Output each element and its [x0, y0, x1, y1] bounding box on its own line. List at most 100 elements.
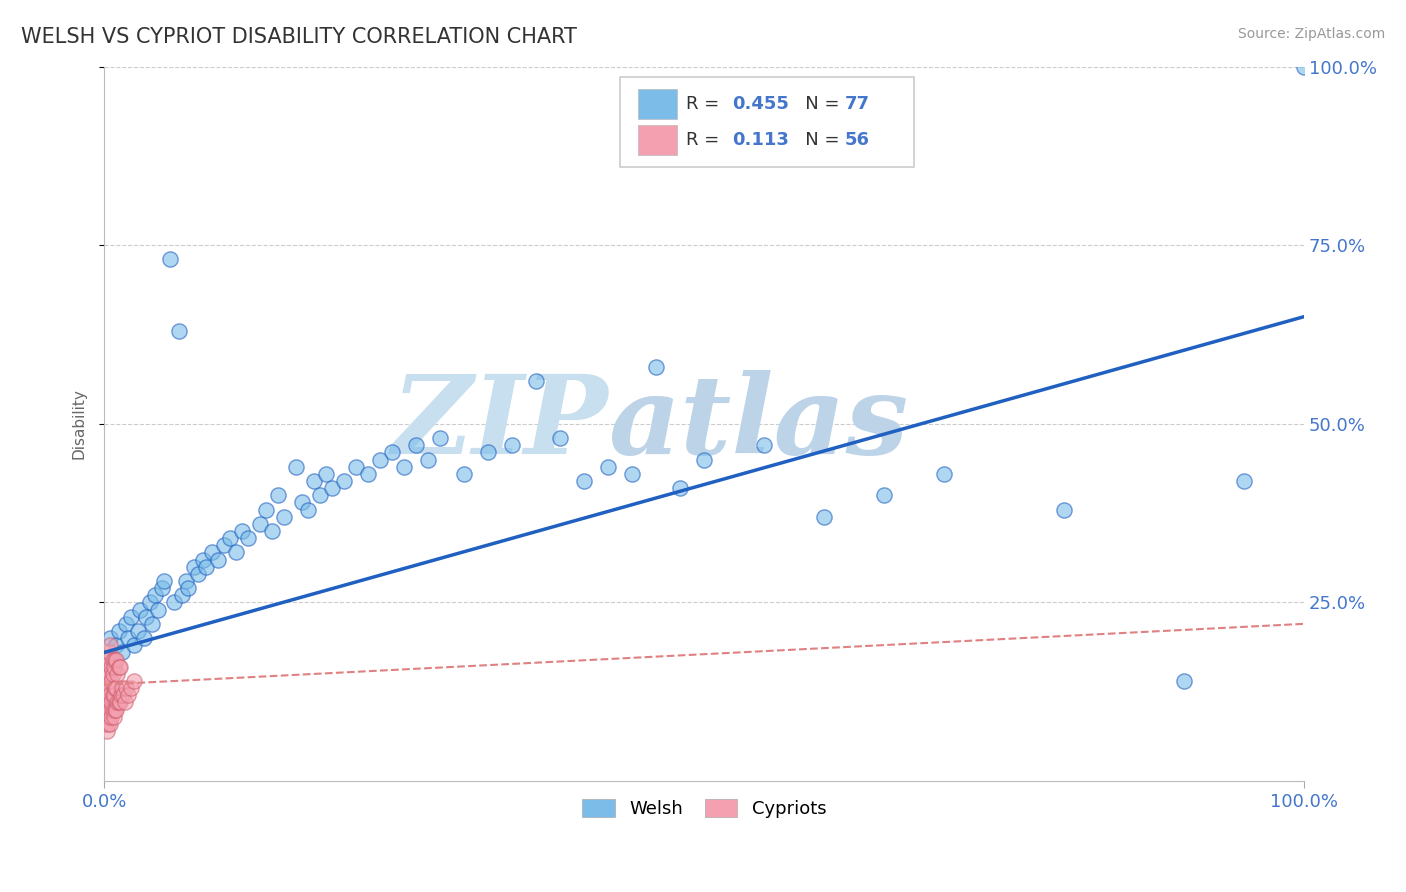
Text: ZIP: ZIP: [392, 370, 609, 477]
Point: [94, 702, 117, 716]
Point: [98, 702, 121, 716]
Point: [873, 488, 896, 502]
Point: [112, 688, 135, 702]
Point: [97, 716, 120, 731]
Point: [191, 552, 214, 566]
Point: [107, 666, 129, 681]
Point: [174, 574, 197, 588]
Point: [231, 524, 253, 538]
Point: [96, 681, 118, 695]
Point: [143, 588, 166, 602]
Point: [98, 688, 121, 702]
Point: [238, 531, 260, 545]
Point: [357, 467, 380, 481]
Point: [97, 702, 120, 716]
Point: [120, 681, 142, 695]
Point: [574, 474, 596, 488]
Point: [267, 488, 290, 502]
Point: [107, 695, 129, 709]
Point: [249, 516, 271, 531]
Point: [381, 445, 404, 459]
Point: [172, 588, 194, 602]
Point: [813, 509, 835, 524]
Text: atlas: atlas: [609, 370, 908, 477]
Point: [598, 459, 620, 474]
Point: [693, 452, 716, 467]
Point: [97, 652, 120, 666]
Point: [105, 652, 128, 666]
Point: [127, 624, 149, 638]
Point: [225, 545, 247, 559]
Point: [98, 709, 121, 723]
Point: [150, 581, 173, 595]
Point: [111, 645, 134, 659]
Point: [418, 452, 440, 467]
Point: [207, 552, 229, 566]
Point: [148, 602, 170, 616]
Point: [153, 574, 176, 588]
Point: [117, 631, 139, 645]
Text: 0.455: 0.455: [731, 95, 789, 113]
Point: [120, 609, 142, 624]
Point: [1294, 60, 1316, 74]
Point: [103, 688, 125, 702]
Point: [219, 531, 242, 545]
Point: [94, 716, 117, 731]
Point: [101, 688, 124, 702]
Point: [132, 631, 155, 645]
Point: [159, 252, 181, 267]
Text: 56: 56: [845, 131, 869, 149]
Point: [107, 659, 129, 673]
Point: [754, 438, 776, 452]
Point: [97, 688, 120, 702]
Point: [101, 652, 124, 666]
Point: [273, 509, 295, 524]
Point: [98, 681, 121, 695]
Point: [477, 445, 499, 459]
Point: [124, 673, 146, 688]
Point: [309, 488, 332, 502]
FancyBboxPatch shape: [638, 125, 676, 155]
Point: [405, 438, 427, 452]
Point: [315, 467, 337, 481]
Point: [621, 467, 644, 481]
Point: [321, 481, 343, 495]
Point: [96, 723, 118, 738]
Point: [108, 695, 131, 709]
Point: [501, 438, 523, 452]
Point: [115, 616, 138, 631]
Point: [111, 681, 134, 695]
Point: [98, 631, 121, 645]
Text: 0.113: 0.113: [731, 131, 789, 149]
Point: [105, 681, 128, 695]
Point: [1173, 673, 1195, 688]
Point: [103, 709, 125, 723]
Point: [97, 673, 120, 688]
Text: R =: R =: [686, 95, 725, 113]
Point: [101, 702, 124, 716]
Point: [107, 624, 129, 638]
Point: [177, 581, 200, 595]
Point: [98, 695, 121, 709]
Point: [100, 709, 122, 723]
Point: [94, 688, 117, 702]
Point: [291, 495, 314, 509]
Point: [94, 659, 117, 673]
Point: [104, 702, 127, 716]
Point: [110, 688, 132, 702]
Text: N =: N =: [789, 95, 845, 113]
Point: [98, 666, 121, 681]
Point: [98, 645, 121, 659]
Point: [129, 602, 152, 616]
Text: 77: 77: [845, 95, 869, 113]
Point: [187, 566, 209, 581]
Point: [934, 467, 956, 481]
Point: [114, 695, 136, 709]
Point: [214, 538, 236, 552]
Point: [98, 638, 121, 652]
Point: [195, 559, 218, 574]
Point: [333, 474, 356, 488]
Point: [304, 474, 326, 488]
Text: R =: R =: [686, 131, 731, 149]
Point: [254, 502, 277, 516]
